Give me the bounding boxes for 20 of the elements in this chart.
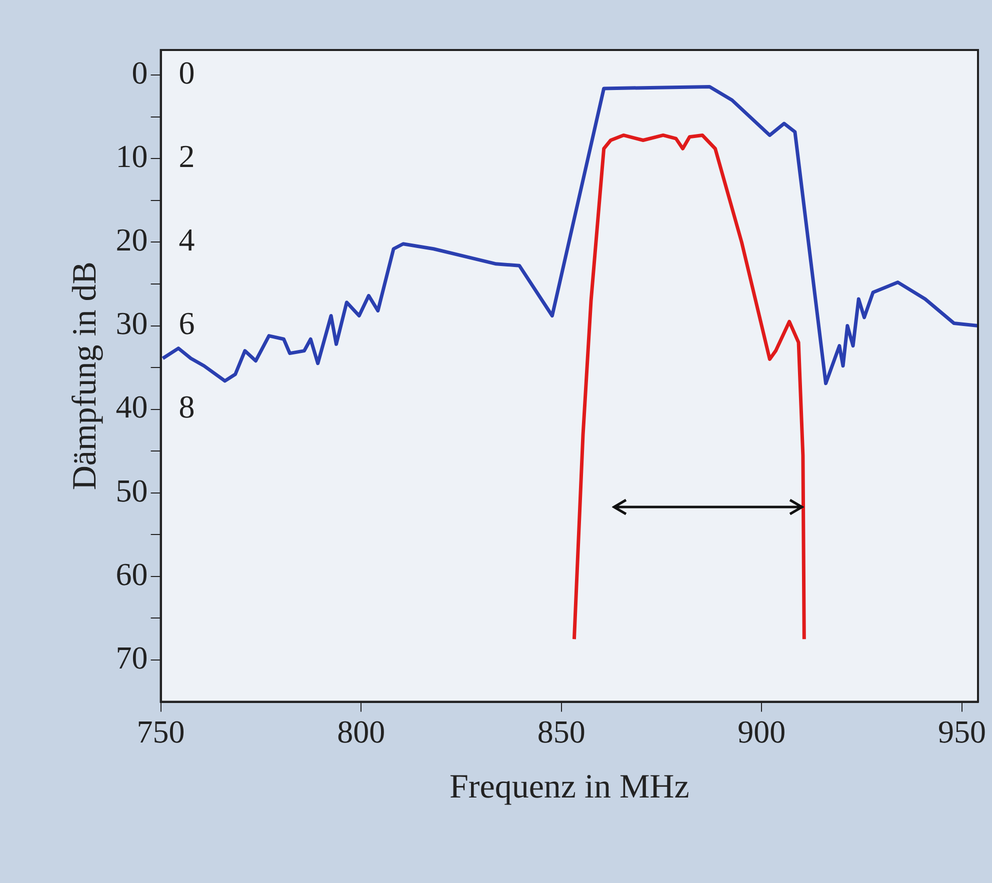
y-tick-label: 30: [116, 305, 148, 342]
x-tick-label: 850: [537, 713, 586, 750]
x-axis-title: Frequenz in MHz: [449, 768, 690, 806]
x-tick-label: 800: [337, 713, 386, 750]
x-tick-label: 950: [938, 713, 986, 750]
y-axis-title: Dämpfung in dB: [66, 262, 104, 490]
y-tick-label: 60: [116, 556, 148, 592]
y2-tick-label: 2: [178, 138, 195, 174]
y-tick-label: 70: [116, 639, 148, 676]
y2-tick-label: 0: [178, 54, 195, 90]
y-tick-label: 0: [132, 54, 148, 90]
x-tick-label: 750: [136, 713, 185, 750]
x-tick-label: 900: [738, 713, 786, 750]
y-tick-label: 20: [116, 222, 148, 258]
y-tick-label: 10: [116, 138, 148, 174]
y-tick-label: 50: [116, 472, 148, 508]
y2-tick-label: 6: [178, 305, 195, 342]
y2-tick-label: 8: [178, 388, 195, 425]
y2-tick-label: 4: [178, 222, 195, 258]
y-tick-label: 40: [116, 388, 148, 425]
